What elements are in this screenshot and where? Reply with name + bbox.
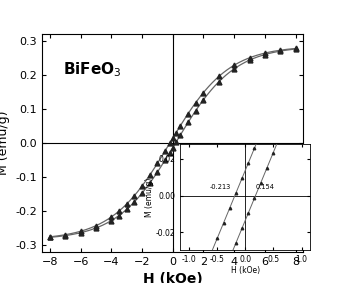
Text: 0.154: 0.154: [256, 184, 275, 190]
X-axis label: H (kOe): H (kOe): [143, 272, 203, 283]
X-axis label: H (kOe): H (kOe): [231, 266, 260, 275]
Text: -0.213: -0.213: [210, 184, 231, 190]
Y-axis label: M (emu/g): M (emu/g): [146, 178, 154, 217]
Text: BiFeO$_3$: BiFeO$_3$: [63, 60, 122, 79]
Y-axis label: M (emu/g): M (emu/g): [0, 111, 10, 175]
